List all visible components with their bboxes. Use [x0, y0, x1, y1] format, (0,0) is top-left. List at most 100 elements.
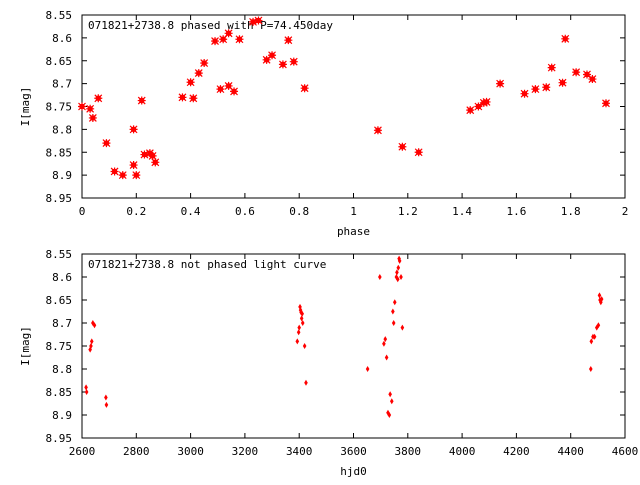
data-point-star [531, 85, 540, 94]
data-point-star [479, 98, 488, 107]
data-point [395, 269, 399, 276]
data-point [588, 366, 593, 372]
data-point-star [219, 35, 228, 44]
data-point [389, 398, 394, 405]
data-point [84, 389, 89, 395]
data-series [78, 16, 610, 180]
data-point-star [398, 142, 407, 151]
y-tick-label: 8.55 [46, 248, 73, 261]
data-point [118, 171, 127, 180]
data-point-star [88, 113, 97, 122]
data-point-star [582, 70, 591, 79]
data-point [400, 324, 405, 331]
x-tick-label: 1.2 [398, 205, 418, 218]
data-point-star [262, 55, 271, 64]
x-tick-label: 1.6 [506, 205, 526, 218]
data-point [254, 16, 263, 25]
data-point-star [178, 93, 187, 102]
data-point-star [224, 29, 233, 38]
data-point-star [224, 81, 233, 90]
data-point [496, 79, 505, 88]
y-axis-label: I[mag] [19, 87, 32, 127]
data-point [129, 161, 138, 170]
data-point [284, 36, 293, 45]
data-point [558, 78, 567, 87]
data-point-star [129, 125, 138, 134]
plot-frame [81, 253, 626, 439]
data-point [298, 307, 303, 314]
data-point [235, 35, 244, 44]
y-tick-label: 8.95 [46, 432, 73, 445]
y-tick-label: 8.7 [52, 78, 72, 91]
data-point [391, 308, 395, 315]
x-axis-label: phase [337, 225, 370, 238]
data-point-star [118, 171, 127, 180]
y-tick-label: 8.85 [46, 146, 73, 159]
data-point [224, 29, 233, 38]
data-point [474, 102, 483, 111]
data-point [373, 126, 382, 135]
y-tick-label: 8.7 [52, 317, 72, 330]
data-point [397, 257, 402, 264]
data-point-star [249, 17, 258, 26]
data-point-star [482, 97, 491, 106]
data-point [383, 336, 388, 343]
data-point-star [572, 68, 581, 77]
data-point [542, 83, 551, 92]
x-tick-label: 3200 [232, 445, 259, 458]
data-point-star [186, 78, 195, 87]
data-point [89, 343, 93, 349]
data-point [414, 148, 423, 157]
data-point [547, 63, 556, 72]
data-point-star [132, 171, 141, 180]
data-point-star [102, 139, 111, 148]
x-tick-label: 2 [622, 205, 629, 218]
data-point-star [542, 83, 551, 92]
phased-light-curve-panel: 0 0.2 0.4 0.6 0.8 1 1.2 1.4 1.6 1.8 2 8.55 8.6 8.65 8.… [19, 9, 628, 238]
data-point-star [86, 104, 95, 113]
data-point [572, 68, 581, 77]
data-point [297, 324, 301, 331]
y-tick-label: 8.6 [52, 32, 72, 45]
data-point [298, 303, 302, 310]
plot-frame [81, 14, 626, 199]
data-point [84, 384, 88, 391]
data-point [88, 113, 97, 122]
x-tick-label: 4200 [503, 445, 530, 458]
data-point [296, 329, 301, 336]
data-point [302, 343, 307, 349]
data-point [137, 96, 146, 105]
data-point [387, 412, 392, 418]
data-point [89, 338, 94, 345]
data-series [84, 255, 604, 418]
x-axis-label: hjd0 [340, 465, 367, 478]
data-point-star [254, 16, 263, 25]
data-point [262, 55, 271, 64]
unphased-light-curve-panel: 2600 2800 3000 3200 3400 3600 3800 4000 4200 4400… [19, 248, 638, 478]
y-tick-label: 8.75 [46, 340, 73, 353]
data-point-star [78, 102, 86, 111]
data-point [110, 167, 119, 176]
data-point [148, 151, 157, 160]
data-point [78, 102, 86, 111]
data-point [224, 81, 233, 90]
x-tick-label: 3800 [395, 445, 422, 458]
x-tick-label: 4000 [449, 445, 476, 458]
data-point [378, 274, 382, 280]
data-point [582, 70, 591, 79]
data-point [398, 142, 407, 151]
data-point-star [496, 79, 505, 88]
data-point-star [140, 150, 149, 159]
data-point [479, 98, 488, 107]
x-tick-label: 1.8 [561, 205, 581, 218]
x-tick-label: 4400 [557, 445, 584, 458]
y-tick-label: 8.8 [52, 363, 72, 376]
data-point [200, 59, 209, 68]
data-point [392, 299, 397, 306]
data-point [230, 87, 239, 96]
data-point-star [194, 69, 203, 78]
data-point [94, 94, 103, 103]
data-point [249, 17, 258, 26]
